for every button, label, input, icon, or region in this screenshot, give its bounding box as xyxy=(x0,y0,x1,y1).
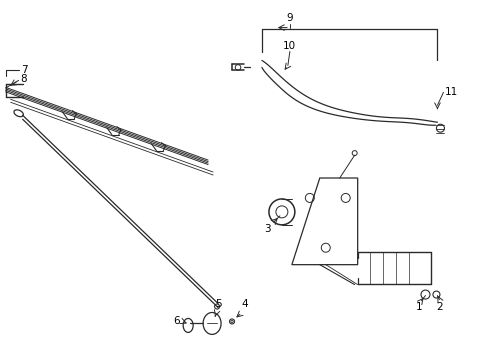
Text: 3: 3 xyxy=(264,224,271,234)
Text: 9: 9 xyxy=(286,13,293,23)
Text: 5: 5 xyxy=(214,300,221,310)
Text: 7: 7 xyxy=(20,66,27,76)
Text: 6: 6 xyxy=(173,316,180,327)
Text: 2: 2 xyxy=(435,302,442,311)
Text: 1: 1 xyxy=(415,302,422,311)
Text: 8: 8 xyxy=(20,75,27,84)
Text: 10: 10 xyxy=(283,41,296,50)
Text: 4: 4 xyxy=(241,300,248,310)
Text: 11: 11 xyxy=(444,87,457,97)
